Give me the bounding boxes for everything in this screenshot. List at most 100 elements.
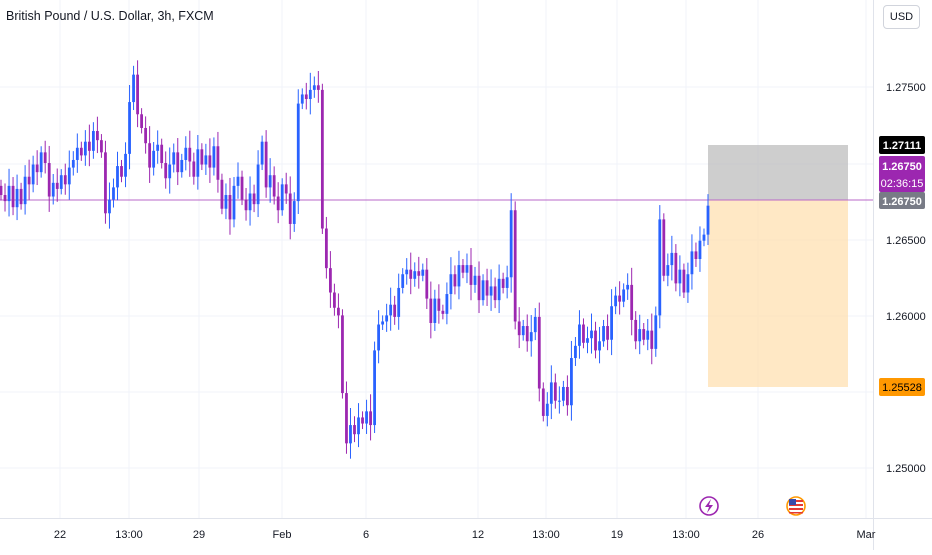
- last-price-label: 1.26750: [882, 161, 922, 173]
- candle-body: [172, 152, 176, 165]
- candle-body: [312, 85, 316, 90]
- candle: [674, 244, 678, 292]
- candle: [622, 283, 626, 308]
- candle: [630, 267, 634, 336]
- candle: [188, 130, 192, 177]
- candles: [0, 60, 710, 459]
- candle: [91, 122, 95, 159]
- candle-body: [324, 228, 328, 269]
- x-tick-label: 13:00: [532, 529, 560, 541]
- candle: [240, 170, 244, 206]
- candle-body: [108, 199, 111, 214]
- candle: [421, 263, 425, 282]
- candle: [83, 130, 87, 166]
- candle-body: [220, 179, 224, 209]
- candle: [545, 392, 549, 427]
- stop-loss-zone[interactable]: [708, 145, 848, 200]
- candle-body: [272, 175, 276, 197]
- candle: [614, 286, 618, 315]
- candle-body: [541, 388, 545, 416]
- candle: [590, 313, 593, 354]
- candle-body: [570, 358, 573, 406]
- candle: [333, 283, 336, 316]
- candle: [7, 168, 11, 217]
- short-position-tool[interactable]: [708, 145, 848, 387]
- candle-body: [67, 167, 71, 185]
- candle: [682, 263, 686, 299]
- lightning-icon[interactable]: [699, 496, 719, 516]
- candle: [71, 151, 75, 176]
- x-axis[interactable]: 22 13:00 29 Feb 6 12 13:00 19 13:00 26 M…: [54, 529, 876, 541]
- candle-body: [437, 298, 441, 311]
- candle: [570, 340, 573, 421]
- candle-body: [373, 350, 376, 426]
- y-tick-label: 1.26000: [886, 311, 926, 323]
- candle-body: [104, 152, 107, 214]
- candle-body: [686, 274, 690, 293]
- candle-body: [694, 251, 698, 259]
- candle: [349, 408, 352, 459]
- candle: [477, 261, 481, 314]
- take-profit-zone[interactable]: [708, 200, 848, 387]
- candle-body: [690, 251, 694, 275]
- us-flag-icon[interactable]: [786, 496, 806, 516]
- candle: [698, 226, 702, 272]
- last-price-badge[interactable]: 1.26750 02:36:15: [879, 156, 925, 192]
- candle: [208, 138, 212, 183]
- entry-price-badge[interactable]: 1.26750: [879, 192, 925, 209]
- candle-body: [200, 149, 204, 165]
- candle: [260, 135, 264, 171]
- stop-price-badge[interactable]: 1.27111: [879, 136, 925, 154]
- candle: [100, 134, 103, 158]
- candle-body: [328, 268, 332, 293]
- candle-body: [188, 147, 192, 162]
- candle-body: [280, 184, 284, 211]
- candle: [642, 322, 646, 346]
- candle: [39, 146, 43, 178]
- candle: [15, 174, 19, 221]
- y-axis[interactable]: 1.27500 1.26500 1.26000 1.25000: [886, 82, 926, 475]
- candle-body: [477, 275, 481, 301]
- candle-body: [433, 298, 437, 323]
- candle-body: [345, 393, 348, 444]
- candle: [453, 265, 457, 295]
- candle: [204, 143, 208, 175]
- grid: [0, 0, 873, 518]
- candle: [706, 194, 710, 246]
- candle-body: [196, 149, 200, 177]
- candle: [445, 282, 449, 325]
- candle-body: [132, 74, 135, 103]
- candle-body: [501, 278, 505, 288]
- candle-body: [15, 188, 19, 208]
- candle: [236, 162, 240, 199]
- x-tick-label: 12: [472, 529, 484, 541]
- candle: [284, 172, 288, 204]
- candle: [324, 216, 328, 279]
- candle-body: [120, 166, 123, 177]
- candle-body: [638, 329, 642, 342]
- entry-price-label: 1.26750: [882, 196, 922, 208]
- candle-body: [634, 319, 638, 342]
- candle: [533, 308, 537, 341]
- candle: [389, 287, 393, 331]
- candle: [393, 295, 397, 325]
- candle-body: [389, 304, 393, 316]
- candle: [328, 251, 332, 308]
- currency-button[interactable]: USD: [883, 5, 920, 29]
- candle: [702, 228, 706, 247]
- candle: [308, 72, 312, 115]
- candle-body: [284, 184, 288, 194]
- candle: [345, 381, 348, 454]
- candle-body: [260, 141, 264, 165]
- candle-body: [553, 382, 557, 401]
- candle-body: [308, 89, 312, 100]
- candle-body: [493, 286, 497, 301]
- candle-body: [417, 271, 421, 276]
- candle: [557, 386, 561, 414]
- x-tick-label: 22: [54, 529, 66, 541]
- candle-body: [100, 140, 103, 153]
- target-price-badge[interactable]: 1.25528: [879, 378, 925, 396]
- candle-body: [598, 341, 601, 351]
